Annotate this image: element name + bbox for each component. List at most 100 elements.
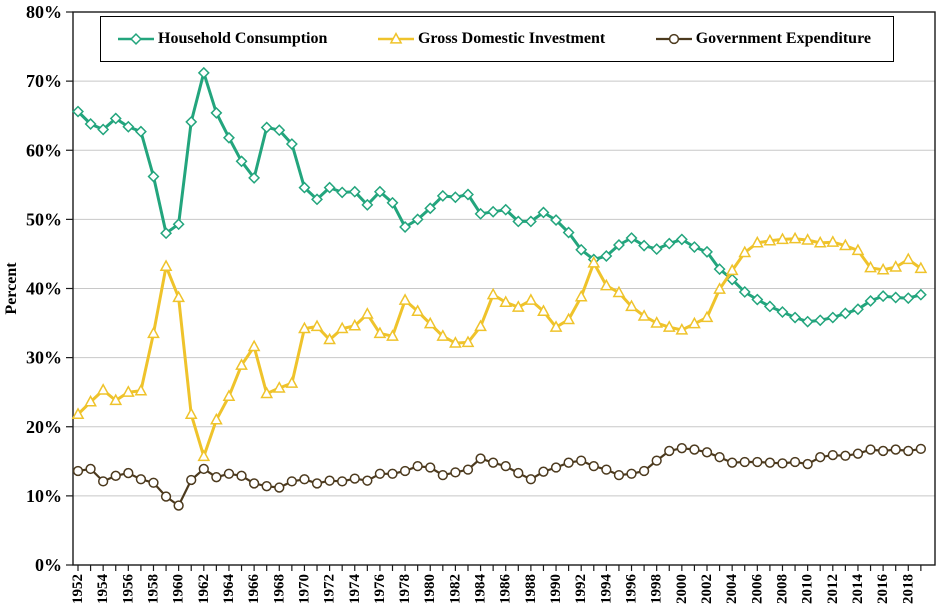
diamond-marker [336, 186, 349, 199]
circle-marker [173, 500, 184, 511]
circle-marker [538, 466, 549, 477]
series-line-household-consumption [76, 71, 922, 324]
triangle-marker [675, 323, 689, 335]
triangle-marker [625, 299, 638, 312]
diamond-marker [914, 288, 927, 301]
circle-marker [701, 447, 713, 458]
diamond-marker [562, 226, 575, 239]
circle-marker [601, 464, 612, 475]
triangle-marker [360, 307, 374, 319]
diamond-marker [738, 285, 751, 298]
x-axis-tick-label: 2012 [825, 574, 841, 604]
circle-marker [425, 462, 436, 473]
x-axis-tick-label: 1958 [145, 574, 161, 604]
y-axis-tick-label: 0% [35, 555, 62, 575]
diamond-marker [273, 124, 286, 137]
series-line-gross-domestic-investment [76, 237, 922, 458]
triangle-marker [134, 383, 148, 396]
legend: Household Consumption Gross Domestic Inv… [100, 16, 894, 62]
x-axis-tick-label: 1952 [70, 574, 86, 604]
triangle-marker [197, 449, 211, 462]
triangle-marker [499, 295, 513, 307]
triangle-marker [776, 232, 789, 245]
circle-marker [815, 452, 826, 463]
y-axis-tick-label: 80% [26, 2, 62, 22]
legend-label-household-consumption: Household Consumption [158, 30, 328, 47]
circle-marker [135, 474, 147, 485]
x-axis-tick-label: 2002 [699, 574, 715, 604]
diamond-marker [663, 237, 676, 250]
series-government-expenditure [72, 443, 927, 511]
diamond-marker [550, 214, 563, 227]
triangle-marker [738, 245, 752, 258]
circle-marker [877, 445, 889, 457]
triangle-marker [222, 389, 236, 401]
diamond-marker [889, 291, 902, 304]
circle-marker [299, 474, 310, 485]
triangle-marker [537, 304, 550, 316]
diamond-marker [109, 112, 122, 125]
circle-marker [324, 475, 335, 486]
triangle-marker [562, 312, 575, 325]
circle-marker [689, 444, 700, 455]
circle-marker [123, 467, 134, 479]
triangle-marker [436, 329, 450, 341]
triangle-marker [121, 385, 135, 397]
diamond-marker [688, 241, 701, 253]
diamond-marker [612, 238, 625, 251]
circle-marker [752, 456, 763, 468]
diamond-marker [348, 185, 361, 198]
government-expenditure-circle-marker-icon [655, 33, 692, 45]
diamond-marker [801, 315, 814, 328]
diamond-marker [373, 185, 386, 198]
triangle-marker [574, 289, 588, 302]
y-axis-tick-label: 70% [26, 71, 62, 91]
triangle-marker [411, 304, 425, 316]
diamond-marker [323, 181, 336, 194]
diamond-marker [311, 193, 323, 206]
circle-marker [98, 476, 109, 487]
triangle-marker [373, 326, 387, 339]
triangle-marker [901, 252, 915, 265]
triangle-marker [486, 287, 500, 300]
y-axis-title: Percent [3, 262, 20, 315]
triangle-marker [750, 235, 764, 248]
triangle-marker [813, 235, 827, 248]
circle-marker [613, 469, 625, 481]
x-axis-tick-label: 1976 [372, 574, 388, 605]
x-axis-tick-label: 1956 [120, 574, 136, 605]
circle-marker [739, 456, 750, 468]
circle-marker [487, 457, 499, 468]
x-axis-tick-label: 1970 [296, 574, 312, 604]
triangle-marker [172, 290, 186, 303]
diamond-marker [625, 232, 638, 244]
circle-marker [500, 461, 511, 472]
diamond-marker [260, 121, 273, 134]
x-axis-tick-label: 2016 [875, 574, 891, 605]
triangle-marker [423, 316, 437, 329]
circle-marker [248, 478, 260, 489]
triangle-marker [184, 407, 198, 419]
triangle-marker [637, 309, 651, 321]
x-axis-tick-label: 2008 [774, 574, 790, 604]
x-axis-tick-label: 1982 [447, 574, 463, 604]
diamond-marker [864, 294, 877, 307]
diamond-marker [713, 263, 726, 276]
x-axis-tick-label: 2000 [674, 574, 690, 604]
triangle-marker [599, 278, 613, 291]
circle-marker [668, 33, 679, 45]
circle-marker [311, 478, 323, 489]
diamond-marker [248, 171, 261, 184]
triangle-marker [272, 381, 286, 393]
diamond-marker [751, 293, 764, 306]
triangle-marker [298, 321, 311, 334]
x-axis-tick-label: 1972 [322, 574, 338, 604]
triangle-marker [889, 260, 903, 272]
triangle-marker [524, 293, 538, 305]
diamond-marker [851, 303, 864, 316]
x-axis-tick-label: 1996 [624, 574, 640, 605]
x-axis-tick-label: 2006 [749, 574, 765, 605]
circle-marker [110, 470, 121, 481]
